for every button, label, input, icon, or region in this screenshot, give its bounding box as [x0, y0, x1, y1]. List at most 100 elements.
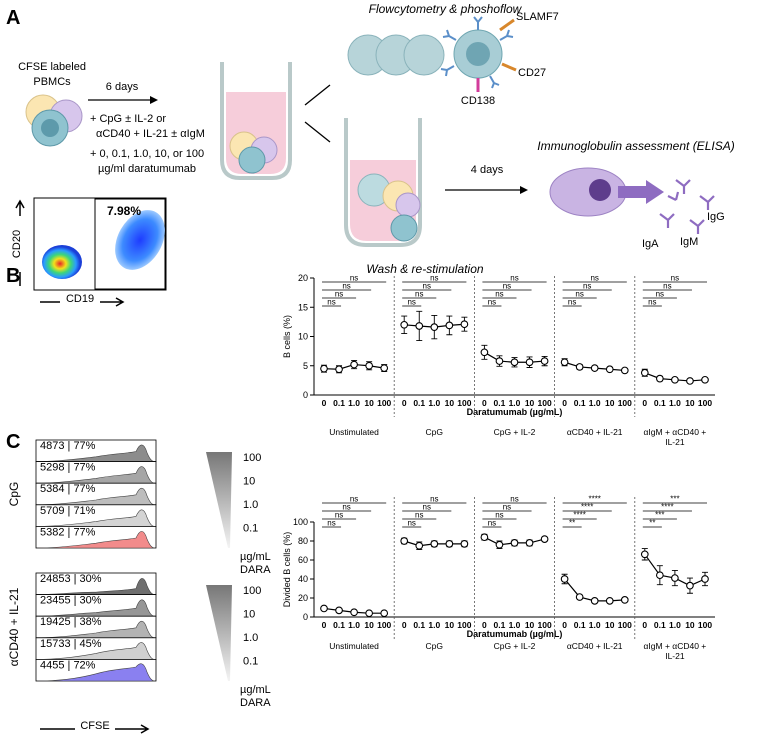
- data-point: [640, 550, 649, 559]
- data-point: [480, 348, 489, 357]
- significance-label: ns: [503, 282, 511, 291]
- data-point: [430, 323, 439, 331]
- x-tick-label: 100: [457, 398, 471, 408]
- histogram-stat: 4455 | 72%: [40, 659, 96, 671]
- arrow-head: [520, 186, 528, 194]
- significance-label: ns: [350, 274, 358, 283]
- x-tick-label: 100: [377, 398, 391, 408]
- population: [42, 245, 82, 279]
- x-tick-label: 10: [605, 398, 615, 408]
- data-point: [560, 358, 569, 367]
- dose-label: 10: [243, 609, 255, 621]
- x-tick-label: 0: [402, 398, 407, 408]
- histogram-stat: 24853 | 30%: [40, 573, 102, 585]
- data-point: [605, 596, 614, 605]
- histogram: [36, 620, 156, 639]
- group-label: CpG: [7, 482, 21, 507]
- significance-label: ns: [488, 298, 496, 307]
- cell: [403, 34, 445, 76]
- significance-label: **: [649, 519, 655, 528]
- data-point: [620, 596, 629, 604]
- significance-label: ****: [661, 503, 673, 512]
- group-label: αCD40 + IL-21: [566, 641, 623, 651]
- x-tick-label: 10: [525, 620, 535, 630]
- histogram: [36, 599, 156, 617]
- x-axis-label: Daratumumab (µg/mL): [467, 407, 563, 417]
- y-tick-label: 20: [298, 593, 308, 603]
- data-point: [560, 575, 569, 583]
- dose-label: 1.0: [243, 632, 258, 644]
- dose-wedge: [206, 452, 232, 548]
- axis-label: CD19: [66, 293, 94, 305]
- significance-label: ns: [415, 290, 423, 299]
- significance-label: ns: [327, 298, 335, 307]
- marker-label: CD138: [461, 95, 495, 107]
- data-point: [590, 596, 599, 605]
- significance-label: ns: [575, 290, 583, 299]
- group-label: Unstimulated: [329, 641, 379, 651]
- group-label: αCD40 + IL-21: [7, 587, 21, 666]
- x-tick-label: 0.1: [654, 398, 666, 408]
- data-point: [365, 609, 374, 618]
- x-tick-label: 100: [618, 398, 632, 408]
- x-tick-label: 0: [322, 620, 327, 630]
- source-label: CFSE labeled: [18, 61, 86, 73]
- y-tick-label: 40: [298, 574, 308, 584]
- significance-label: ns: [407, 298, 415, 307]
- histogram-stat: 5384 | 77%: [40, 483, 96, 495]
- significance-label: ****: [588, 495, 600, 504]
- histogram: [36, 444, 156, 462]
- data-point: [400, 320, 409, 329]
- data-point: [540, 357, 549, 365]
- condition: + CpG ± IL-2 or: [90, 113, 166, 125]
- significance-label: ns: [503, 503, 511, 512]
- dose-label: 100: [243, 585, 261, 597]
- significance-label: ns: [415, 511, 423, 520]
- data-point: [480, 533, 489, 542]
- x-tick-label: 10: [685, 398, 695, 408]
- data-point: [320, 364, 328, 373]
- x-tick-label: 10: [685, 620, 695, 630]
- panel-label: B: [6, 265, 20, 287]
- drug-label: DARA: [240, 697, 271, 709]
- condition: µg/ml daratumumab: [98, 163, 196, 175]
- x-tick-label: 1.0: [348, 620, 360, 630]
- y-tick-label: 0: [303, 612, 308, 622]
- data-point: [365, 361, 374, 370]
- histogram: [36, 578, 156, 595]
- significance-label: ns: [342, 503, 350, 512]
- x-tick-label: 1.0: [348, 398, 360, 408]
- significance-label: ns: [648, 298, 656, 307]
- group-label: CpG: [425, 641, 444, 651]
- marker-label: CD27: [518, 67, 546, 79]
- significance-label: ****: [573, 511, 585, 520]
- isotype-label: IgA: [642, 238, 659, 250]
- well: [220, 62, 292, 180]
- significance-label: **: [569, 519, 575, 528]
- data-point: [415, 322, 424, 330]
- x-tick-label: 100: [457, 620, 471, 630]
- group-label: CpG + IL-2: [493, 427, 536, 437]
- data-point: [655, 374, 664, 383]
- significance-label: ns: [495, 511, 503, 520]
- x-tick-label: 0: [482, 620, 487, 630]
- x-tick-label: 0: [642, 398, 647, 408]
- group-label: αIgM + αCD40 + IL-21: [643, 427, 707, 447]
- x-tick-label: 10: [364, 620, 374, 630]
- axis-arrow: [40, 724, 150, 734]
- data-point: [671, 574, 679, 582]
- group-label: CpG: [425, 427, 444, 437]
- significance-label: ns: [510, 495, 518, 504]
- significance-label: ns: [495, 290, 503, 299]
- population: [115, 210, 165, 270]
- data-point: [640, 368, 649, 377]
- histogram: [36, 642, 156, 660]
- significance-label: ***: [655, 511, 664, 520]
- x-tick-label: 1.0: [669, 620, 681, 630]
- y-tick-label: 15: [298, 302, 308, 312]
- dose-wedge: [206, 585, 232, 681]
- nucleus: [589, 179, 611, 201]
- antibody: [659, 179, 715, 234]
- data-point: [460, 320, 469, 329]
- significance-label: ns: [350, 495, 358, 504]
